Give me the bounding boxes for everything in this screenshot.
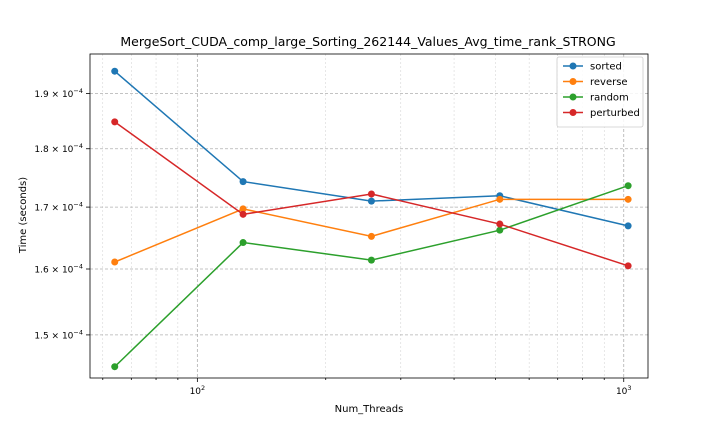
y-tick-label: 1.8 × 10−4 <box>34 142 83 155</box>
data-point-reverse <box>624 195 632 203</box>
y-tick-label: 1.5 × 10−4 <box>34 328 83 341</box>
legend-label: sorted <box>590 62 622 73</box>
plot-frame <box>89 53 649 379</box>
data-point-random <box>624 182 632 190</box>
series-layer <box>111 67 632 371</box>
data-point-random <box>367 256 375 264</box>
legend-box <box>556 56 644 128</box>
data-point-reverse <box>111 258 119 266</box>
data-point-reverse <box>239 205 247 213</box>
legend-label: perturbed <box>590 108 640 119</box>
data-point-perturbed <box>496 220 504 228</box>
data-point-sorted <box>367 197 375 205</box>
x-axis-label: Num_Threads <box>335 404 404 415</box>
legend-swatch-marker <box>569 109 577 116</box>
legend: sorted reverse random perturbed <box>556 56 644 128</box>
data-point-perturbed <box>111 118 119 126</box>
axis-ticks: 102 103 1.5 × 10−4 1.6 × 10−4 1.7 × 10−4 1.8 … <box>34 87 631 397</box>
data-point-random <box>239 239 247 247</box>
x-tick-label: 102 <box>190 384 206 397</box>
data-point-sorted <box>111 67 119 75</box>
y-tick-label: 1.6 × 10−4 <box>34 263 83 276</box>
chart-title: MergeSort_CUDA_comp_large_Sorting_262144… <box>120 34 615 49</box>
data-point-perturbed <box>239 210 247 218</box>
legend-swatch-marker <box>569 78 577 85</box>
y-axis-label: Time (seconds) <box>18 177 29 254</box>
data-point-sorted <box>239 178 247 186</box>
legend-swatch-marker <box>569 93 577 101</box>
legend-label: random <box>590 93 629 104</box>
y-tick-label: 1.9 × 10−4 <box>34 87 83 100</box>
legend-label: reverse <box>590 77 628 88</box>
data-point-reverse <box>496 195 504 203</box>
series-line-random <box>114 184 629 368</box>
legend-swatch-marker <box>569 62 577 70</box>
data-point-sorted <box>624 222 632 230</box>
data-point-random <box>496 226 504 234</box>
data-point-perturbed <box>624 262 632 270</box>
x-tick-label: 103 <box>616 384 632 397</box>
grid-lines <box>90 54 648 378</box>
series-line-reverse <box>114 198 629 263</box>
data-point-reverse <box>367 232 375 240</box>
data-point-random <box>111 363 119 371</box>
y-tick-label: 1.7 × 10−4 <box>34 201 83 214</box>
data-point-perturbed <box>367 190 375 198</box>
